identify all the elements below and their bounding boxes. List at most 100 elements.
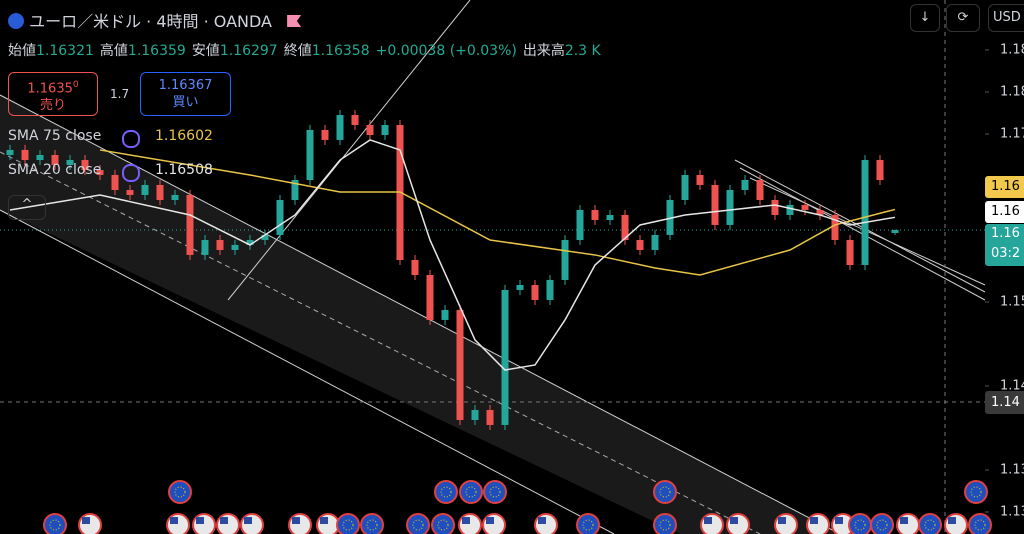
symbol[interactable]: ユーロ／米ドル · 4時間 · OANDA (29, 12, 273, 31)
flag-stars (412, 519, 424, 531)
sma-line (99, 149, 896, 276)
candle-body (21, 149, 29, 161)
flag-canton (220, 517, 228, 524)
event-icon (434, 480, 458, 504)
candle-body (96, 170, 104, 175)
candle-body (291, 180, 299, 201)
download-button[interactable]: ↓ (910, 4, 940, 32)
candle-body (756, 180, 764, 201)
candle-body (711, 184, 719, 225)
ohlc-value: 1.16358 (311, 43, 370, 59)
candle-body (621, 214, 629, 240)
buy-label: 買い (172, 95, 199, 110)
flag-stars (876, 519, 888, 531)
candle-body (651, 234, 659, 250)
candle-body (411, 259, 419, 276)
candle-body (591, 210, 599, 221)
flag-stars (582, 519, 594, 531)
flag-canton (810, 517, 818, 524)
flag-canton (320, 517, 328, 524)
volume: 2.3 K (564, 43, 601, 59)
indicator-value: 1.16508 (155, 162, 213, 178)
y-tick-label: 1.13 (1000, 462, 1024, 477)
candle-body (111, 174, 119, 191)
flag-stars (659, 519, 671, 531)
candle-body (306, 129, 314, 181)
candle-body (546, 279, 554, 300)
flag-stars (970, 486, 982, 498)
candle-body (231, 244, 239, 250)
last-price: 1.16 (991, 226, 1020, 241)
candle-body (666, 200, 674, 235)
flag-stars (489, 486, 501, 498)
event-icon (43, 513, 67, 534)
candle-body (531, 285, 539, 300)
crosshair-price-label: 1.14 (985, 391, 1024, 414)
event-icon (431, 513, 455, 534)
candle-body (336, 114, 344, 140)
candle-body (456, 309, 464, 421)
candle-body (471, 410, 479, 421)
flag-stars (440, 486, 452, 498)
flag-stars (854, 519, 866, 531)
sell-button[interactable]: 1.16350 売り (8, 72, 98, 116)
event-icon (360, 513, 384, 534)
candle-body (831, 214, 839, 240)
event-icon (968, 513, 992, 534)
plot (6, 109, 899, 431)
event-icon (483, 480, 507, 504)
flag-stars (465, 486, 477, 498)
candle-body (516, 285, 524, 290)
volume-label: 出来高 (522, 43, 565, 59)
candle-body (576, 210, 584, 240)
candle-body (156, 184, 164, 201)
candle-body (726, 190, 734, 225)
currency-button[interactable]: USD (988, 4, 1024, 32)
sma20-price-label: 1.16 (985, 201, 1024, 223)
flag-canton (704, 517, 712, 524)
candle-body (321, 129, 329, 140)
sell-label: 売り (39, 98, 66, 114)
ohlc-label: 高値 (99, 43, 128, 59)
flag-canton (900, 517, 908, 524)
candle-body (36, 154, 44, 161)
candle-body (381, 124, 389, 135)
change: +0.00038 (+0.03%) (375, 43, 517, 59)
event-icon (336, 513, 360, 534)
buy-button[interactable]: 1.16367 買い (140, 72, 231, 116)
reset-button[interactable]: ⟳ (946, 4, 980, 32)
indicator-icon (122, 130, 140, 148)
event-icon (168, 480, 192, 504)
countdown: 03:2 (991, 246, 1021, 261)
indicator-value: 1.16602 (155, 128, 213, 144)
event-icon (406, 513, 430, 534)
flag-canton (170, 517, 178, 524)
sma-line (9, 139, 896, 371)
candle-body (636, 239, 644, 250)
collapse-button[interactable]: ^ (8, 195, 46, 220)
candle-body (441, 309, 449, 320)
indicator-name: SMA 20 close (8, 162, 102, 178)
flag-canton (778, 517, 786, 524)
candle-body (606, 214, 614, 221)
flag-stars (174, 486, 186, 498)
flag-icon[interactable] (287, 15, 302, 27)
spread: 1.7 (110, 87, 130, 101)
flag-canton (462, 517, 470, 524)
ohlc-label: 終値 (283, 43, 312, 59)
candle-body (786, 204, 794, 215)
flag-stars (974, 519, 986, 531)
candle-body (801, 204, 809, 211)
candle-body (696, 174, 704, 185)
event-icon (964, 480, 988, 504)
flag-canton (292, 517, 300, 524)
event-icon (653, 480, 677, 504)
event-icon (918, 513, 942, 534)
channel-line (734, 159, 986, 293)
flag-stars (924, 519, 936, 531)
flag-canton (244, 517, 252, 524)
ohlc-label: 始値 (8, 43, 36, 59)
candle-body (876, 160, 884, 181)
flag-stars (366, 519, 378, 531)
